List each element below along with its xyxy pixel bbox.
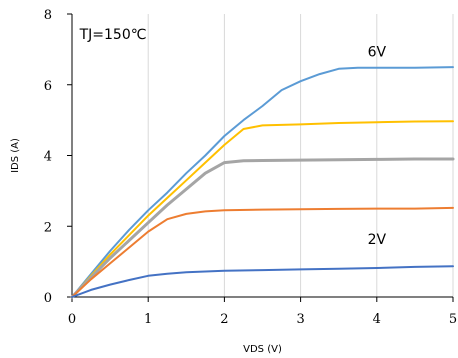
x-axis-label: VDS (V) xyxy=(243,344,282,355)
series-lines xyxy=(70,66,455,299)
series-line-4 xyxy=(71,265,454,298)
y-tick-label-1: 2 xyxy=(44,220,52,235)
tick-labels: 0 2 4 6 8 0 1 2 3 4 5 xyxy=(44,8,457,327)
y-tick-label-3: 6 xyxy=(44,79,52,94)
series-line-3 xyxy=(71,206,454,298)
annotation-0: TJ=150℃ xyxy=(79,27,147,43)
y-axis-label: IDS (A) xyxy=(10,138,21,173)
annotation-1: 6V xyxy=(368,44,387,60)
series-line-1 xyxy=(71,120,454,298)
y-tick-label-2: 4 xyxy=(44,150,52,165)
y-tick-label-4: 8 xyxy=(44,8,52,23)
series-line-2 xyxy=(70,157,455,299)
grid xyxy=(147,14,454,297)
y-tick-label-0: 0 xyxy=(44,291,52,306)
axes xyxy=(67,13,454,302)
series-line-0 xyxy=(71,66,454,298)
annotations: TJ=150℃ 6V 2V xyxy=(79,27,387,248)
x-tick-label-4: 4 xyxy=(373,312,381,327)
x-tick-label-0: 0 xyxy=(68,312,76,327)
x-tick-label-2: 2 xyxy=(220,312,228,327)
x-tick-label-3: 3 xyxy=(296,312,304,327)
annotation-2: 2V xyxy=(368,232,387,248)
x-tick-label-5: 5 xyxy=(449,312,457,327)
x-tick-label-1: 1 xyxy=(144,312,152,327)
